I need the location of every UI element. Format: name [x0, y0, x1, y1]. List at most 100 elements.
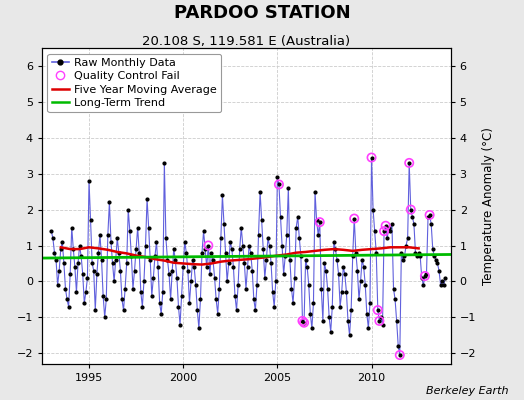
Point: [151, 253, 159, 260]
Point: [196, 296, 205, 302]
Point: [181, 239, 189, 245]
Point: [314, 232, 322, 238]
Point: [72, 289, 81, 295]
Point: [306, 310, 314, 317]
Point: [323, 285, 332, 292]
Point: [419, 282, 428, 288]
Point: [249, 296, 258, 302]
Point: [347, 307, 355, 313]
Point: [182, 250, 191, 256]
Point: [301, 257, 310, 263]
Point: [367, 154, 376, 161]
Point: [229, 264, 237, 270]
Point: [429, 246, 437, 252]
Point: [407, 206, 415, 213]
Point: [262, 257, 270, 263]
Point: [140, 278, 148, 285]
Point: [372, 250, 380, 256]
Point: [425, 212, 434, 218]
Point: [134, 224, 142, 231]
Point: [403, 235, 412, 242]
Point: [220, 221, 228, 227]
Point: [132, 246, 140, 252]
Point: [264, 235, 272, 242]
Point: [135, 250, 144, 256]
Point: [173, 275, 181, 281]
Point: [141, 242, 150, 249]
Point: [96, 232, 104, 238]
Point: [200, 228, 208, 234]
Point: [170, 246, 178, 252]
Point: [292, 224, 300, 231]
Point: [367, 154, 376, 161]
Point: [271, 278, 280, 285]
Point: [370, 228, 379, 234]
Point: [282, 232, 291, 238]
Point: [211, 275, 219, 281]
Point: [171, 257, 180, 263]
Point: [281, 253, 289, 260]
Point: [267, 260, 275, 267]
Point: [227, 246, 236, 252]
Point: [168, 268, 177, 274]
Point: [47, 228, 56, 234]
Point: [145, 224, 153, 231]
Point: [190, 264, 199, 270]
Point: [148, 292, 156, 299]
Point: [226, 239, 234, 245]
Point: [174, 303, 183, 310]
Point: [298, 318, 307, 324]
Point: [58, 239, 67, 245]
Point: [355, 296, 363, 302]
Text: Berkeley Earth: Berkeley Earth: [426, 386, 508, 396]
Point: [315, 219, 324, 225]
Point: [110, 278, 118, 285]
Point: [259, 246, 267, 252]
Point: [380, 228, 388, 234]
Point: [276, 214, 285, 220]
Point: [104, 232, 112, 238]
Point: [102, 296, 111, 302]
Point: [441, 275, 450, 281]
Point: [185, 300, 194, 306]
Point: [193, 307, 202, 313]
Point: [80, 300, 89, 306]
Point: [397, 250, 406, 256]
Point: [380, 228, 388, 234]
Point: [270, 303, 278, 310]
Point: [311, 188, 319, 195]
Point: [121, 285, 129, 292]
Point: [430, 253, 439, 260]
Point: [391, 296, 399, 302]
Point: [216, 235, 225, 242]
Point: [275, 181, 283, 188]
Point: [388, 221, 396, 227]
Point: [381, 222, 390, 229]
Point: [257, 217, 266, 224]
Point: [224, 260, 233, 267]
Point: [234, 282, 242, 288]
Point: [350, 215, 358, 222]
Point: [290, 275, 299, 281]
Point: [410, 221, 418, 227]
Point: [416, 253, 424, 260]
Point: [405, 160, 413, 166]
Point: [61, 285, 70, 292]
Point: [163, 257, 172, 263]
Point: [418, 275, 426, 281]
Point: [333, 257, 341, 263]
Point: [97, 257, 106, 263]
Point: [154, 264, 162, 270]
Point: [392, 318, 401, 324]
Point: [295, 235, 303, 242]
Point: [152, 239, 161, 245]
Point: [352, 250, 360, 256]
Point: [157, 310, 166, 317]
Point: [55, 268, 63, 274]
Point: [113, 235, 122, 242]
Point: [238, 242, 247, 249]
Point: [342, 289, 351, 295]
Point: [248, 268, 256, 274]
Point: [123, 260, 131, 267]
Point: [433, 260, 442, 267]
